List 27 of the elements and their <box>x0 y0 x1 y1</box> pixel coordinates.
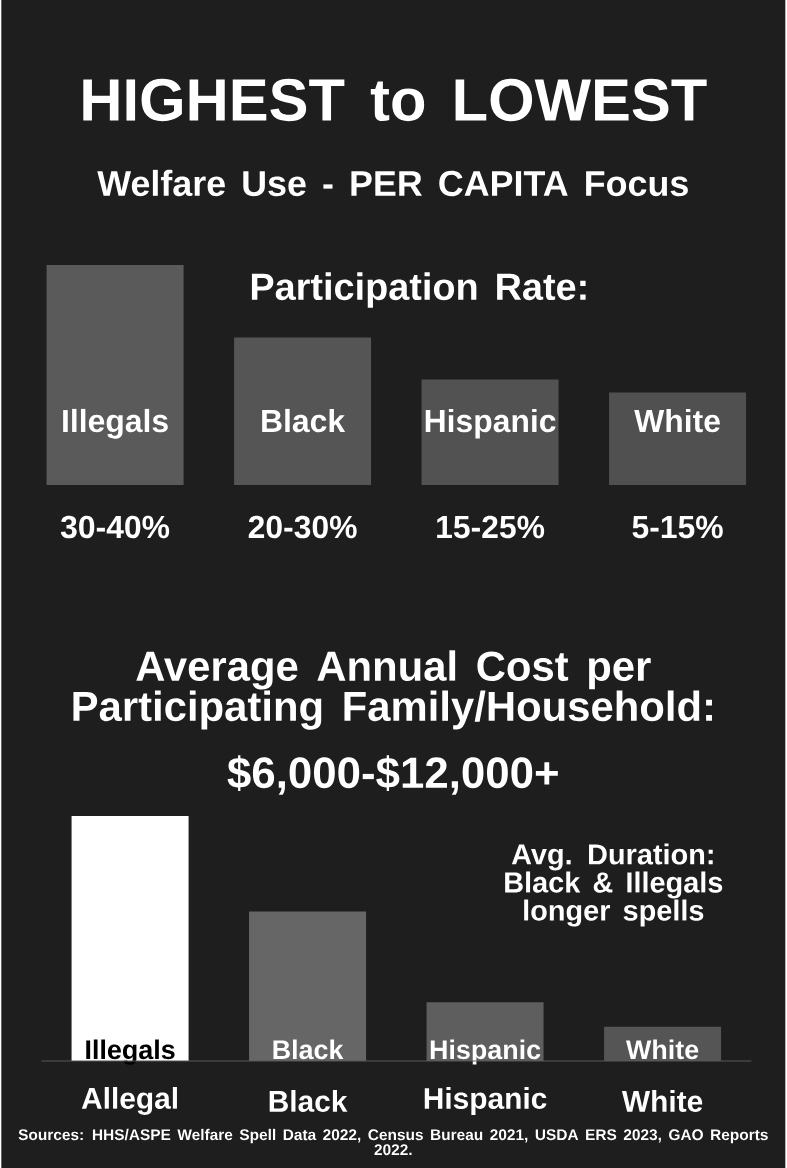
chart-subtitle: $6,000-$12,000+ <box>227 755 559 795</box>
x-tick-label: Black <box>273 1039 344 1060</box>
text: Hispanic <box>424 1087 547 1115</box>
text: Black <box>269 1090 348 1112</box>
bar <box>421 379 559 485</box>
annotation: Participation Rate: <box>252 272 586 308</box>
chart-title: Average Annual Cost per Participating Family/Household: <box>73 650 713 730</box>
text: 15-25% <box>437 515 545 539</box>
annotation: Avg. Duration: Black & Illegals longer spells <box>505 843 723 927</box>
bar <box>609 392 747 485</box>
x-tick-label: Hispanic <box>430 1039 541 1065</box>
text: Allegal <box>82 1087 178 1115</box>
text: White <box>622 1090 703 1112</box>
text: 20-30% <box>248 515 357 539</box>
source-note: Sources: HHS/ASPE Welfare Spell Data 2022, Census Bureau 2021, USDA ERS 2023, GAO Reports 2022. <box>18 1128 768 1156</box>
x-tick-label: Black <box>262 408 346 433</box>
text: 30-40% <box>61 515 170 539</box>
bar <box>46 265 184 485</box>
chart-title: HIGHEST to LOWEST <box>83 78 707 122</box>
x-tick-label: Illegals <box>63 408 169 439</box>
x-tick-label: Illegals <box>86 1039 175 1065</box>
x-tick-label: Hispanic <box>425 408 556 439</box>
x-tick-label: White <box>634 408 721 433</box>
x-tick-label: White <box>626 1039 699 1060</box>
chart-subtitle: Welfare Use - PER CAPITA Focus <box>97 169 689 197</box>
bar <box>234 337 372 485</box>
text: 5-15% <box>632 515 723 539</box>
